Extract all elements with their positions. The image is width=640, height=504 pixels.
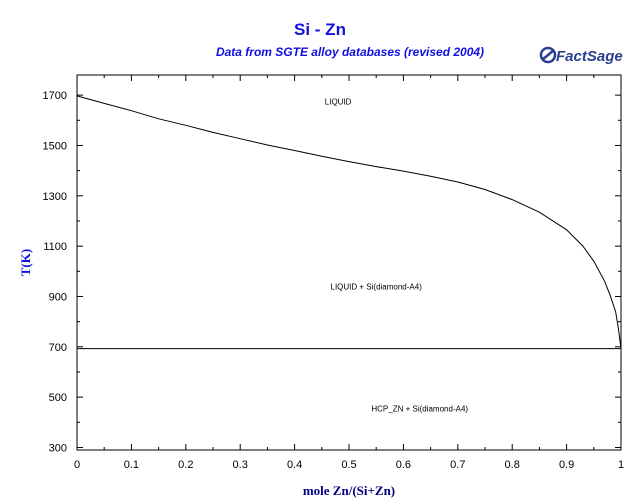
x-tick-label: 0.8	[505, 459, 520, 471]
y-tick-label: 1700	[43, 90, 67, 102]
plot-frame	[76, 74, 622, 451]
x-axis-label: mole Zn/(Si+Zn)	[303, 483, 395, 498]
phase-label: LIQUID	[325, 97, 352, 106]
y-tick-label: 1100	[43, 241, 67, 253]
x-tick-label: 0.4	[287, 459, 302, 471]
factsage-logo-mark	[539, 46, 557, 64]
x-tick-label: 0.1	[124, 459, 139, 471]
y-axis-label: T(K)	[18, 249, 33, 276]
x-tick-label: 1	[618, 459, 624, 471]
x-tick-label: 0.9	[559, 459, 574, 471]
phase-label: HCP_ZN + Si(diamond-A4)	[371, 404, 468, 413]
y-tick-label: 500	[49, 392, 67, 404]
y-tick-label: 1300	[43, 191, 67, 203]
chart-subtitle: Data from SGTE alloy databases (revised …	[215, 45, 485, 59]
factsage-logo-text: FactSage	[556, 48, 623, 65]
phase-label: LIQUID + Si(diamond-A4)	[331, 282, 423, 291]
x-tick-label: 0.3	[233, 459, 248, 471]
y-tick-label: 900	[49, 291, 67, 303]
x-tick-label: 0.7	[450, 459, 465, 471]
chart-title: Si - Zn	[294, 20, 346, 39]
y-tick-label: 700	[49, 342, 67, 354]
series-line-0	[76, 95, 622, 349]
x-tick-label: 0.5	[341, 459, 356, 471]
y-tick-label: 300	[49, 442, 67, 454]
x-tick-label: 0.2	[178, 459, 193, 471]
x-tick-label: 0	[74, 459, 80, 471]
y-tick-label: 1500	[43, 140, 67, 152]
factsage-logo: FactSage	[539, 46, 623, 65]
x-tick-label: 0.6	[396, 459, 411, 471]
